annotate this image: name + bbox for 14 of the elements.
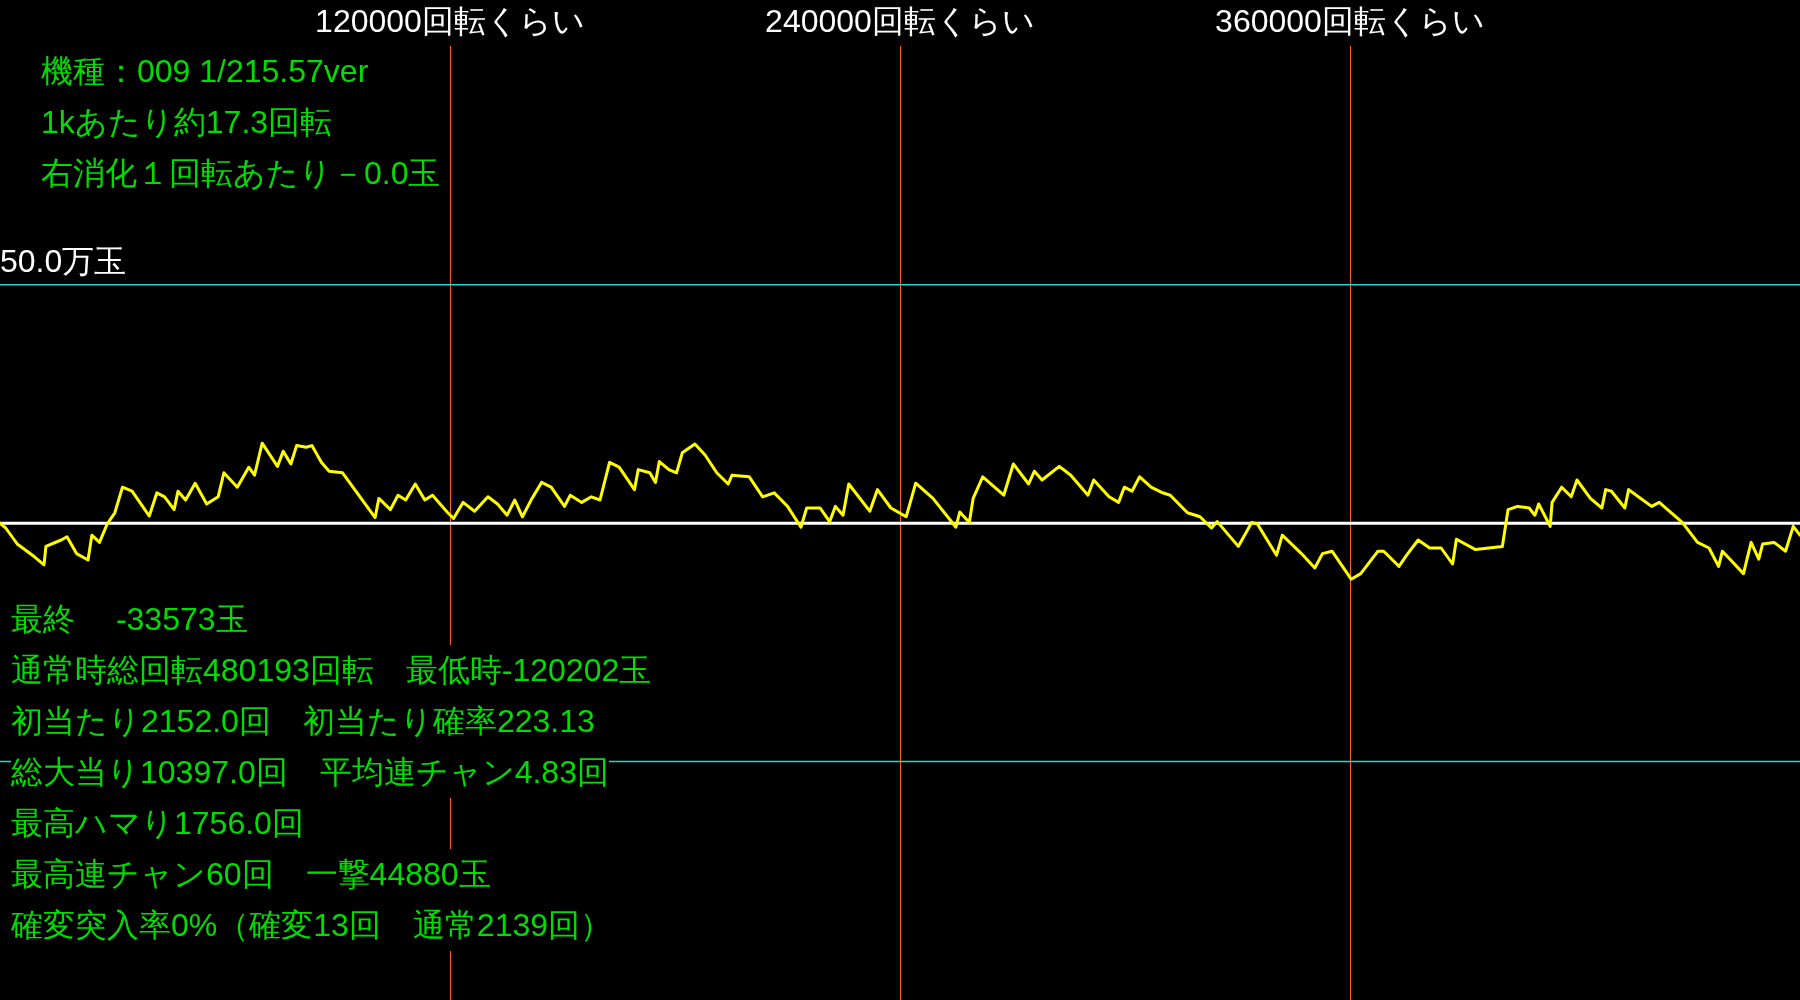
text: 最終 -33573玉 (11, 594, 248, 645)
text: 最高ハマり1756.0回 (11, 798, 304, 849)
ref-line-label: 50.0万玉 (0, 242, 127, 279)
text: 機種：009 1/215.57ver (41, 46, 369, 97)
text: 初当たり2152.0回 初当たり確率223.13 (11, 696, 595, 747)
text: 総大当り10397.0回 平均連チャン4.83回 (11, 747, 609, 798)
text: 確変突入率0%（確変13回 通常2139回） (11, 900, 613, 951)
text: 通常時総回転480193回転 最低時-120202玉 (11, 645, 652, 696)
x-tick-label: 120000回転くらい (315, 3, 585, 40)
x-tick-label: 360000回転くらい (1215, 3, 1485, 40)
text: 右消化１回転あたり－0.0玉 (41, 148, 441, 199)
text: 1kあたり約17.3回転 (41, 97, 333, 148)
text: 最高連チャン60回 一撃44880玉 (11, 849, 491, 900)
x-tick-label: 240000回転くらい (765, 3, 1035, 40)
